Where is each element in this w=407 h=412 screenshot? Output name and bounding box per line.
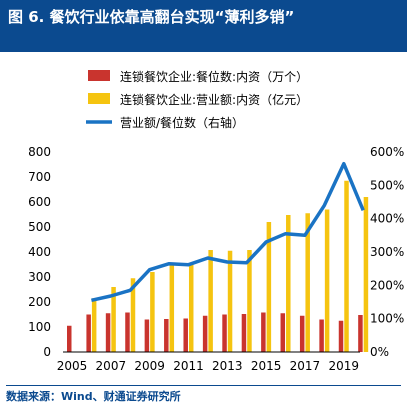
- legend-swatch-1: [88, 70, 110, 81]
- bar-revenue-2014: [247, 250, 252, 352]
- footer-divider: [6, 385, 401, 386]
- left-axis-tick-label: 700: [28, 170, 51, 184]
- bar-stores-2011: [183, 318, 188, 352]
- bar-revenue-2010: [169, 264, 175, 352]
- left-axis-tick-label: 800: [28, 145, 51, 159]
- bar-revenue-2016: [286, 215, 291, 352]
- right-axis-tick-label: 300%: [370, 245, 404, 259]
- bar-stores-2018: [319, 319, 324, 352]
- legend-label-3: 营业额/餐位数（右轴）: [120, 115, 244, 130]
- right-axis-tick-label: 600%: [370, 145, 404, 159]
- legend-swatch-2: [88, 93, 110, 104]
- bar-stores-2006: [86, 314, 91, 352]
- bar-stores-2005: [67, 325, 72, 352]
- bar-stores-2010: [164, 319, 169, 352]
- bar-revenue-2017: [305, 213, 310, 352]
- left-axis-tick-label: 100: [28, 320, 51, 334]
- figure-title: 图 6. 餐饮行业依靠高翻台实现“薄利多销”: [8, 8, 295, 26]
- right-axis-tick-label: 200%: [370, 278, 404, 292]
- bar-stores-2016: [280, 313, 286, 352]
- x-axis-tick-label: 2019: [328, 359, 359, 373]
- bar-stores-2008: [125, 312, 130, 352]
- x-axis-tick-label: 2011: [173, 359, 204, 373]
- left-axis-tick-label: 400: [28, 245, 51, 259]
- bar-revenue-2011: [188, 264, 194, 352]
- x-axis-tick-label: 2007: [96, 359, 127, 373]
- bar-revenue-2020: [363, 197, 369, 352]
- legend-label-2: 连锁餐饮企业:营业额:内资（亿元）: [120, 92, 308, 107]
- data-source-note: 数据来源：Wind、财通证券研究所: [6, 390, 181, 403]
- x-axis-tick-label: 2017: [290, 359, 321, 373]
- right-axis-tick-label: 500%: [370, 178, 404, 192]
- x-axis-tick-label: 2015: [251, 359, 282, 373]
- bar-revenue-2018: [324, 209, 330, 352]
- bar-revenue-2006: [91, 298, 97, 352]
- bar-stores-2013: [222, 314, 227, 352]
- left-axis-tick-label: 300: [28, 270, 51, 284]
- bar-stores-2017: [299, 315, 305, 352]
- bar-stores-2007: [105, 313, 111, 352]
- bar-stores-2012: [202, 315, 208, 352]
- bar-revenue-2013: [227, 250, 233, 352]
- bar-stores-2014: [241, 314, 247, 352]
- right-axis-tick-label: 100%: [370, 312, 404, 326]
- left-axis-tick-label: 500: [28, 220, 51, 234]
- right-axis-tick-label: 400%: [370, 212, 404, 226]
- bar-revenue-2008: [130, 278, 136, 352]
- ratio-line: [91, 161, 365, 303]
- combo-chart: 连锁餐饮企业:餐位数:内资（万个） 连锁餐饮企业:营业额:内资（亿元） 营业额/餐位…: [28, 69, 404, 373]
- bar-stores-2019: [338, 320, 344, 352]
- legend-label-1: 连锁餐饮企业:餐位数:内资（万个）: [120, 69, 308, 84]
- x-axis-tick-label: 2009: [134, 359, 165, 373]
- x-axis-tick-label: 2005: [57, 359, 88, 373]
- bar-revenue-2015: [266, 222, 272, 352]
- bar-stores-2015: [261, 312, 266, 352]
- right-axis-tick-label: 0%: [370, 345, 389, 359]
- left-axis-tick-label: 600: [28, 195, 51, 209]
- x-axis-tick-label: 2013: [212, 359, 243, 373]
- bar-stores-2009: [144, 319, 150, 352]
- bar-revenue-2019: [344, 180, 349, 352]
- bar-revenue-2012: [208, 250, 213, 352]
- bar-stores-2020: [358, 315, 363, 352]
- left-axis-tick-label: 200: [28, 295, 51, 309]
- bar-revenue-2009: [150, 272, 155, 352]
- figure-header: 图 6. 餐饮行业依靠高翻台实现“薄利多销”: [0, 0, 407, 52]
- left-axis-tick-label: 0: [43, 345, 51, 359]
- bar-revenue-2007: [111, 287, 116, 352]
